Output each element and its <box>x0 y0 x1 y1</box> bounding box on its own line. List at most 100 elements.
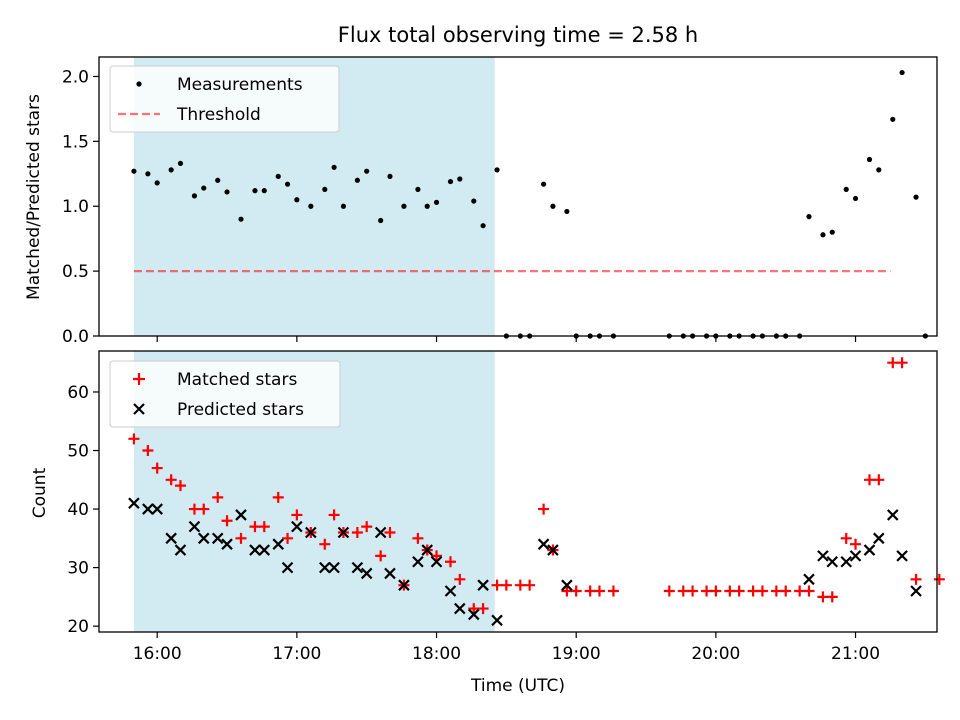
matched-star-point <box>272 491 284 503</box>
matched-star-point <box>142 445 154 457</box>
predicted-star-point <box>258 544 271 556</box>
matched-star-point <box>491 579 503 591</box>
ratio-panel-frame <box>98 56 938 337</box>
measurement-point <box>284 181 291 187</box>
matched-star-point <box>780 585 792 597</box>
matched-star-point <box>221 515 233 527</box>
y-tick-label: 1.5 <box>62 132 89 152</box>
predicted-legend-label: Predicted stars <box>177 400 304 420</box>
y-tick-label: 30 <box>67 559 89 579</box>
measurement-point <box>820 232 826 238</box>
measurement-point <box>876 167 882 173</box>
matched-star-point <box>607 585 619 597</box>
matched-star-point <box>258 521 270 533</box>
measurement-point <box>494 167 500 173</box>
matched-star-point <box>873 474 885 486</box>
measurement-point <box>424 203 430 209</box>
matched-star-point <box>165 474 177 486</box>
predicted-star-point <box>430 555 443 568</box>
predicted-legend-marker <box>133 403 145 415</box>
measurement-point <box>471 198 477 204</box>
matched-star-point <box>319 538 331 550</box>
x-tick-label: 17:00 <box>272 644 321 664</box>
predicted-star-point <box>803 573 815 586</box>
count-panel-frame <box>98 350 938 633</box>
ratio-x-ticks <box>156 336 857 342</box>
measurement-point <box>806 214 812 220</box>
x-axis-label: Time (UTC) <box>470 676 565 696</box>
ratio-y-axis-label: Matched/Predicted stars <box>24 94 44 300</box>
matched-star-point <box>188 503 200 515</box>
matched-star-point <box>514 579 526 591</box>
matched-star-point <box>361 521 373 533</box>
matched-star-point <box>840 532 852 544</box>
y-tick-label: 20 <box>67 617 89 637</box>
y-tick-label: 0.5 <box>62 262 89 282</box>
measurement-point <box>866 156 873 163</box>
matched-star-point <box>747 585 759 597</box>
measurement-point <box>890 116 896 122</box>
predicted-star-point <box>197 532 210 545</box>
predicted-star-point <box>249 544 261 556</box>
predicted-star-point <box>281 561 294 574</box>
count-y-axis-label: Count <box>30 467 50 518</box>
measurement-point <box>457 176 463 182</box>
matched-star-point <box>826 591 838 603</box>
matched-star-point <box>677 585 689 597</box>
measurement-point <box>354 177 360 183</box>
measurement-point <box>238 216 244 222</box>
y-tick-label: 40 <box>67 500 89 520</box>
measurement-point <box>415 186 421 192</box>
measurement-point <box>191 193 198 199</box>
predicted-star-point <box>272 538 285 550</box>
count-x-ticks: 16:00 17:00 18:00 19:00 20:00 21:00 <box>133 632 880 664</box>
matched-star-point <box>412 532 424 544</box>
predicted-star-point <box>142 503 154 515</box>
matched-star-point <box>151 462 163 474</box>
matched-star-point <box>128 433 140 445</box>
predicted-star-point <box>840 555 852 568</box>
matched-star-point <box>351 526 363 538</box>
x-tick-label: 19:00 <box>552 644 601 664</box>
predicted-star-point <box>291 520 303 533</box>
predicted-star-point <box>128 497 140 509</box>
predicted-star-point <box>477 579 489 591</box>
matched-star-point <box>291 509 303 521</box>
measurement-point <box>340 203 347 209</box>
predicted-star-point <box>188 520 201 533</box>
y-tick-label: 1.0 <box>62 197 89 217</box>
predicted-star-point <box>412 555 424 568</box>
matched-star-point <box>593 585 605 597</box>
predicted-star-point <box>221 538 233 550</box>
matched-star-point <box>701 585 713 597</box>
matched-star-point <box>375 550 387 562</box>
measurement-legend-label: Measurements <box>177 75 303 95</box>
matched-star-point <box>910 573 922 585</box>
matched-star-point <box>212 491 224 503</box>
matched-star-point <box>235 532 247 544</box>
matched-legend-label: Matched stars <box>177 370 297 390</box>
count-panel: 20 30 40 50 60 16:00 17:00 18:00 19:00 20:00 21:0… <box>30 350 945 696</box>
matched-star-point <box>803 585 815 597</box>
matched-star-point <box>687 585 699 597</box>
measurement-point <box>829 229 835 235</box>
measurement-point <box>480 223 486 229</box>
measurement-point <box>261 188 267 194</box>
measurement-point <box>215 177 221 183</box>
measurement-point <box>843 186 849 192</box>
predicted-star-point <box>351 561 364 574</box>
predicted-star-point <box>421 544 433 556</box>
predicted-star-point <box>444 585 457 597</box>
y-tick-label: 60 <box>67 383 89 403</box>
matched-star-point <box>933 573 945 585</box>
measurement-point <box>331 164 337 170</box>
predicted-star-point <box>360 567 373 580</box>
matched-star-point <box>198 503 210 515</box>
predicted-star-point <box>873 532 885 545</box>
measurement-point <box>541 181 547 187</box>
matched-star-point <box>850 538 862 550</box>
matched-star-point <box>794 585 806 597</box>
measurement-point <box>145 171 151 177</box>
ratio-legend: Measurements Threshold <box>109 65 340 133</box>
predicted-star-point <box>491 614 503 627</box>
